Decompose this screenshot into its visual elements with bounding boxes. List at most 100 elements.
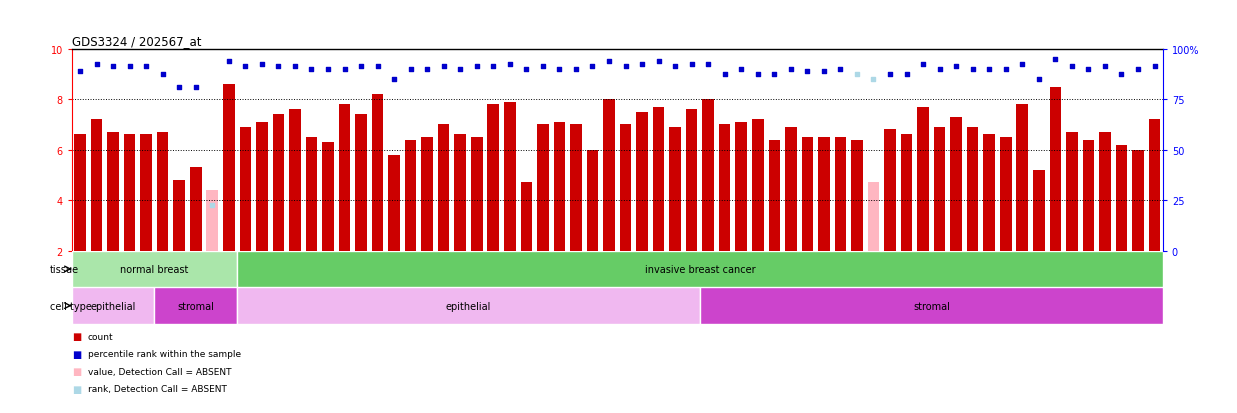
Text: cell type: cell type [51, 301, 92, 311]
Point [764, 71, 784, 78]
Point [1144, 64, 1164, 71]
Bar [700, 287, 1163, 324]
Text: stromal: stromal [177, 301, 214, 311]
Bar [719, 125, 731, 251]
Point [169, 84, 189, 90]
Point [235, 64, 255, 71]
Bar [72, 251, 238, 287]
Text: tissue: tissue [51, 264, 79, 274]
Bar [884, 130, 896, 251]
Bar [238, 251, 1163, 287]
Bar [835, 138, 846, 251]
Text: invasive breast cancer: invasive breast cancer [644, 264, 756, 274]
Point [203, 202, 223, 209]
Bar [636, 112, 648, 251]
Bar [238, 287, 700, 324]
Point [962, 66, 982, 73]
Text: ■: ■ [72, 384, 80, 394]
Bar [586, 150, 599, 251]
Point [334, 66, 354, 73]
Point [830, 66, 850, 73]
Point [351, 64, 371, 71]
Bar [1017, 105, 1028, 251]
Point [880, 71, 899, 78]
Point [980, 66, 999, 73]
Point [1045, 56, 1065, 63]
Bar [454, 135, 466, 251]
Text: rank, Detection Call = ABSENT: rank, Detection Call = ABSENT [88, 384, 226, 393]
Point [186, 84, 205, 90]
Point [748, 71, 768, 78]
Point [302, 66, 322, 73]
Point [798, 69, 818, 76]
Text: percentile rank within the sample: percentile rank within the sample [88, 349, 241, 358]
Bar [438, 125, 449, 251]
Bar [950, 118, 962, 251]
Bar [983, 135, 995, 251]
Point [897, 71, 917, 78]
Bar [90, 120, 103, 251]
Bar [685, 110, 698, 251]
Point [1128, 66, 1148, 73]
Bar [620, 125, 631, 251]
Bar [124, 135, 135, 251]
Bar [74, 135, 85, 251]
Bar [867, 183, 880, 251]
Bar [703, 100, 714, 251]
Bar [372, 95, 383, 251]
Bar [918, 107, 929, 251]
Text: ■: ■ [72, 366, 80, 376]
Text: ■: ■ [72, 349, 80, 359]
Point [450, 66, 470, 73]
Bar [339, 105, 350, 251]
Bar [256, 123, 267, 251]
Point [252, 62, 272, 68]
Bar [768, 140, 781, 251]
Bar [272, 115, 285, 251]
Bar [471, 138, 482, 251]
Point [71, 69, 90, 76]
Bar [1066, 133, 1077, 251]
Text: GDS3324 / 202567_at: GDS3324 / 202567_at [72, 36, 202, 48]
Bar [521, 183, 532, 251]
Point [285, 64, 304, 71]
Point [484, 64, 503, 71]
Point [1012, 62, 1032, 68]
Bar [108, 133, 119, 251]
Bar [503, 102, 516, 251]
Bar [422, 138, 433, 251]
Point [417, 66, 437, 73]
Bar [155, 287, 238, 324]
Point [567, 66, 586, 73]
Bar [173, 180, 186, 251]
Bar [1116, 145, 1127, 251]
Bar [1100, 133, 1111, 251]
Point [996, 66, 1016, 73]
Bar [1082, 140, 1095, 251]
Bar [355, 115, 367, 251]
Bar [322, 143, 334, 251]
Bar [140, 135, 152, 251]
Bar [537, 125, 549, 251]
Point [847, 71, 867, 78]
Text: stromal: stromal [913, 301, 950, 311]
Bar [999, 138, 1012, 251]
Bar [240, 128, 251, 251]
Point [682, 62, 701, 68]
Text: epithelial: epithelial [445, 301, 491, 311]
Bar [289, 110, 301, 251]
Point [466, 64, 486, 71]
Point [434, 64, 454, 71]
Point [1079, 66, 1098, 73]
Point [781, 66, 800, 73]
Point [715, 71, 735, 78]
Bar [157, 133, 168, 251]
Bar [487, 105, 499, 251]
Bar [851, 140, 862, 251]
Point [549, 66, 569, 73]
Point [153, 71, 173, 78]
Text: epithelial: epithelial [90, 301, 136, 311]
Bar [570, 125, 581, 251]
Text: normal breast: normal breast [120, 264, 188, 274]
Bar [653, 107, 664, 251]
